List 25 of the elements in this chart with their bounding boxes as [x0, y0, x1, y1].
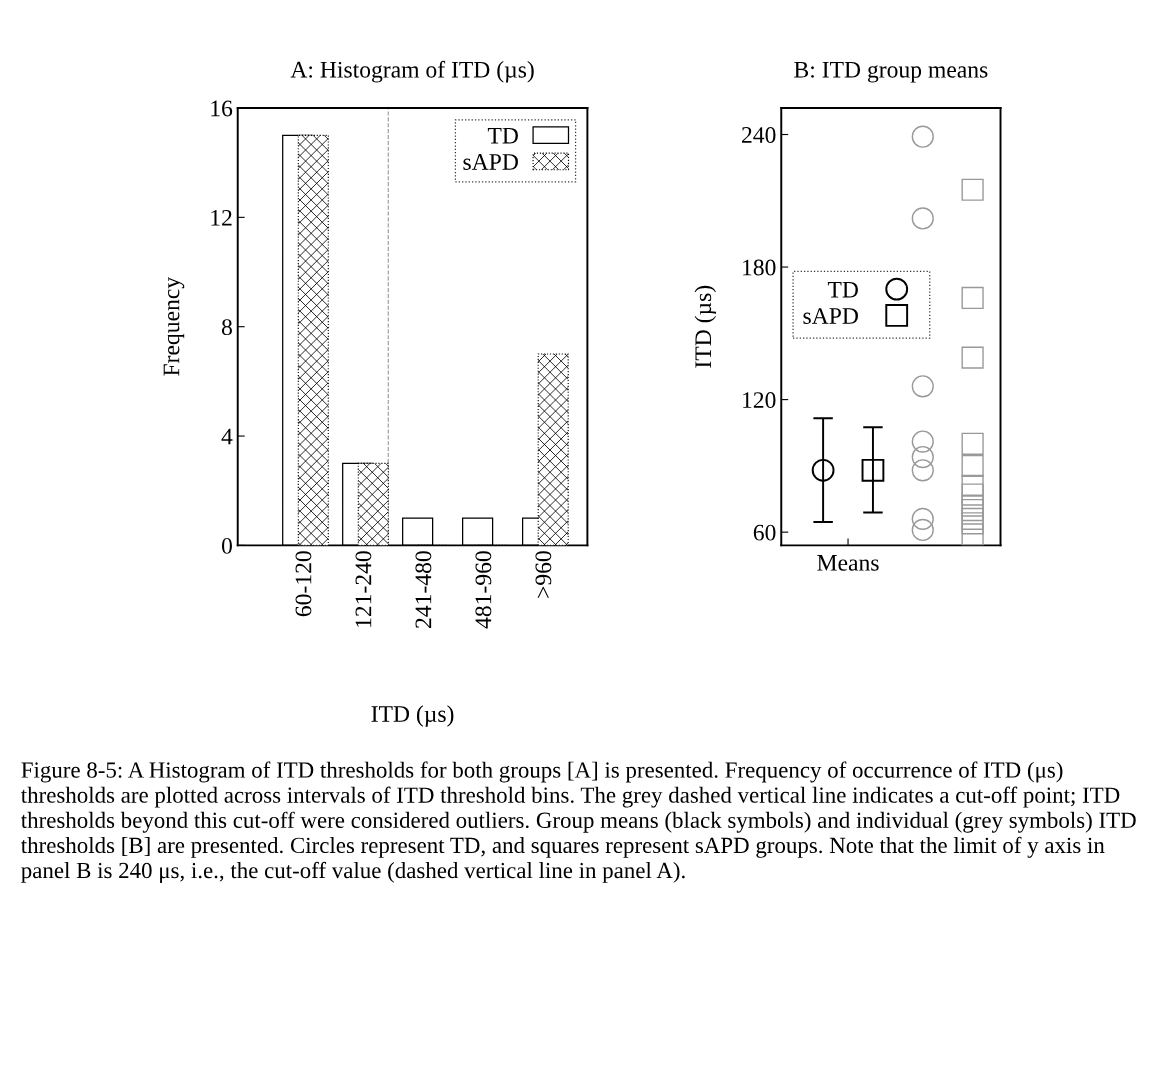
text: Means: [817, 555, 879, 571]
legend-label: TD: [487, 127, 518, 144]
legend-label: sAPD: [803, 308, 858, 324]
y-axis-title: Frequency: [163, 276, 185, 376]
y-tick-label: 8: [221, 319, 232, 336]
y-tick-label: 240: [742, 127, 776, 143]
y-tick-label: 0: [221, 537, 232, 554]
x-tick-label: 121-240: [355, 551, 372, 627]
y-tick-label: 4: [221, 428, 233, 445]
y-axis-title: ITD (µs): [694, 285, 716, 368]
y-tick-label: 60: [753, 524, 776, 541]
x-axis-title: ITD (µs): [371, 705, 454, 727]
legend-label: sAPD: [463, 154, 518, 170]
caption: Figure 8-5: A Histogram of ITD thresholds for both groups [A] is presented. Frequency of occurrence of ITD (μs) thresholds are plotted across intervals of ITD threshold bins. The grey dashed vertical line indicates a cut-off point; ITD thresholds beyond this cut-off were considered outliers. Group means (black symbols) and individual (grey symbols) ITD thresholds [B] are presented. Circles represent TD, and squares represent sAPD groups. Note that the limit of y axis in panel B is 240 μs, i.e., the cut-off value (dashed vertical line in panel A).: [21, 761, 1136, 883]
x-tick-label: 241-480: [415, 551, 432, 628]
y-tick-label: 16: [211, 100, 233, 117]
chart-title: A: Histogram of ITD (µs): [290, 60, 534, 83]
x-tick-label: 481-960: [475, 551, 492, 629]
y-tick-label: 120: [743, 392, 776, 409]
y-tick-label: 12: [211, 209, 232, 226]
x-tick-label: >960: [535, 551, 552, 598]
y-tick-label: 180: [743, 259, 776, 276]
chart-title: B: ITD group means: [794, 61, 988, 83]
x-tick-label: 60-120: [295, 551, 312, 617]
legend-label: TD: [827, 281, 858, 298]
